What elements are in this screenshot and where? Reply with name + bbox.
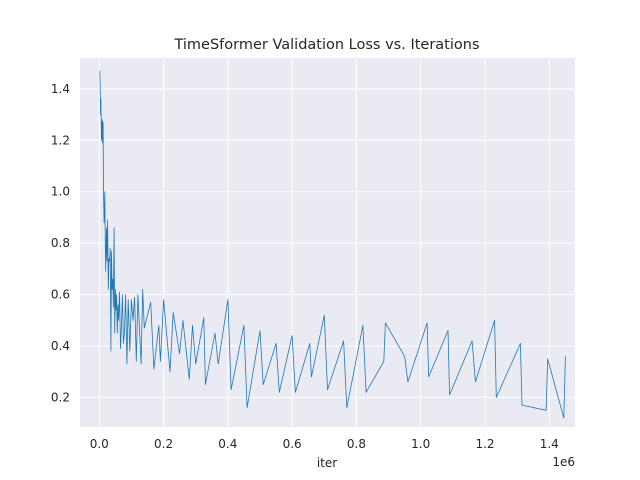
y-tick-label: 1.0	[51, 185, 70, 199]
x-ticks: 0.0 0.2 0.4 0.6 0.8 1.0 1.2 1.4	[90, 437, 559, 451]
x-tick-label: 1.2	[475, 437, 494, 451]
chart-title: TimeSformer Validation Loss vs. Iteratio…	[173, 37, 479, 53]
x-tick-label: 0.2	[154, 437, 173, 451]
x-scale-label: 1e6	[552, 455, 575, 469]
y-tick-label: 0.8	[51, 236, 70, 250]
y-tick-label: 1.2	[51, 133, 70, 147]
y-tick-label: 1.4	[51, 82, 70, 96]
plot-area	[80, 58, 575, 427]
x-tick-label: 0.8	[347, 437, 366, 451]
x-tick-label: 0.4	[218, 437, 237, 451]
series-group	[99, 70, 566, 419]
x-tick-label: 1.4	[540, 437, 559, 451]
y-tick-label: 0.6	[51, 288, 70, 302]
grid	[80, 58, 575, 427]
y-ticks: 0.2 0.4 0.6 0.8 1.0 1.2 1.4	[51, 82, 70, 405]
y-tick-label: 0.4	[51, 339, 70, 353]
x-tick-label: 0.6	[283, 437, 302, 451]
x-tick-label: 1.0	[411, 437, 430, 451]
y-tick-label: 0.2	[51, 390, 70, 404]
series-line	[99, 70, 566, 419]
x-tick-label: 0.0	[90, 437, 109, 451]
x-axis-label: iter	[317, 456, 337, 470]
